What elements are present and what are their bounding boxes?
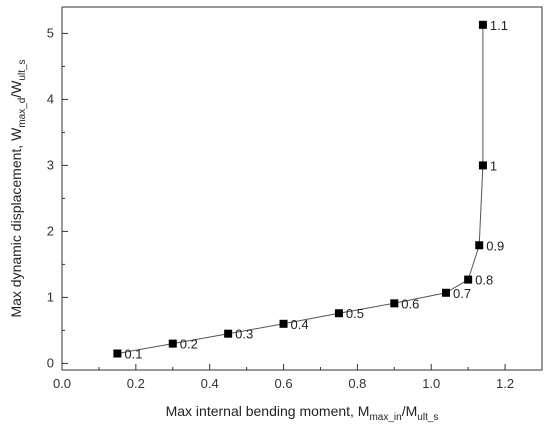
data-point-label: 0.6 [401,296,419,311]
data-point-marker [334,309,343,318]
data-series: 0.1 0.2 0.3 0.4 0.5 0.6 0.7 0.8 0.9 1 1.1 [113,18,508,362]
data-point-label: 0.1 [124,347,142,362]
x-axis-title-mid: /M [402,403,418,419]
x-axis-title: Max internal bending moment, Mmax_in/Mul… [166,403,439,423]
x-axis-title-sub2: ult_s [417,412,438,423]
y-axis-title-mid: /W [8,80,24,98]
y-axis-title: Max dynamic displacement, Wmax_d/Wult_s [8,59,28,317]
y-tick-label: 5 [47,25,54,40]
data-point-label: 0.5 [346,306,364,321]
data-point-marker [442,288,450,297]
data-point-marker [464,275,473,284]
data-point-label: 0.8 [475,273,493,288]
x-tick-label: 1.0 [422,376,440,391]
x-tick-label: 1.2 [496,376,514,391]
x-tick-label: 0.4 [201,376,219,391]
x-axis-title-main: Max internal bending moment, M [166,403,370,419]
x-tick-label: 0.8 [348,376,366,391]
plot-area [61,6,543,371]
data-point-marker [478,20,487,29]
y-axis-title-main: Max dynamic displacement, W [8,127,24,318]
y-tick-label: 3 [47,157,54,172]
data-point-label: 0.9 [486,238,504,253]
data-point-marker [168,339,177,348]
data-point-label: 0.2 [180,337,198,352]
data-point-marker [478,161,487,170]
data-point-marker [113,349,122,358]
y-axis-title-sub2: ult_s [17,59,28,80]
data-point-marker [475,241,484,250]
data-point-label: 0.4 [291,317,309,332]
data-point-marker [224,329,233,338]
x-tick-label: 0.0 [53,376,71,391]
plot-frame [61,6,543,371]
y-axis: 0 1 2 3 4 5 [47,25,68,370]
y-axis-title-sub1: max_d [17,98,28,128]
y-tick-label: 2 [47,223,54,238]
y-tick-label: 1 [47,289,54,304]
x-tick-label: 0.6 [274,376,292,391]
data-point-label: 0.3 [235,327,253,342]
x-tick-label: 0.2 [127,376,145,391]
y-tick-label: 0 [47,355,54,370]
x-axis: 0.0 0.2 0.4 0.6 0.8 1.0 1.2 [53,364,514,391]
data-point-label: 0.7 [453,286,471,301]
y-tick-label: 4 [47,91,54,106]
data-point-marker [390,299,399,308]
x-axis-title-sub1: max_in [369,412,401,423]
series-line [117,24,484,354]
data-point-label: 1.1 [490,18,508,33]
data-point-marker [279,319,288,328]
data-point-label: 1 [490,158,497,173]
